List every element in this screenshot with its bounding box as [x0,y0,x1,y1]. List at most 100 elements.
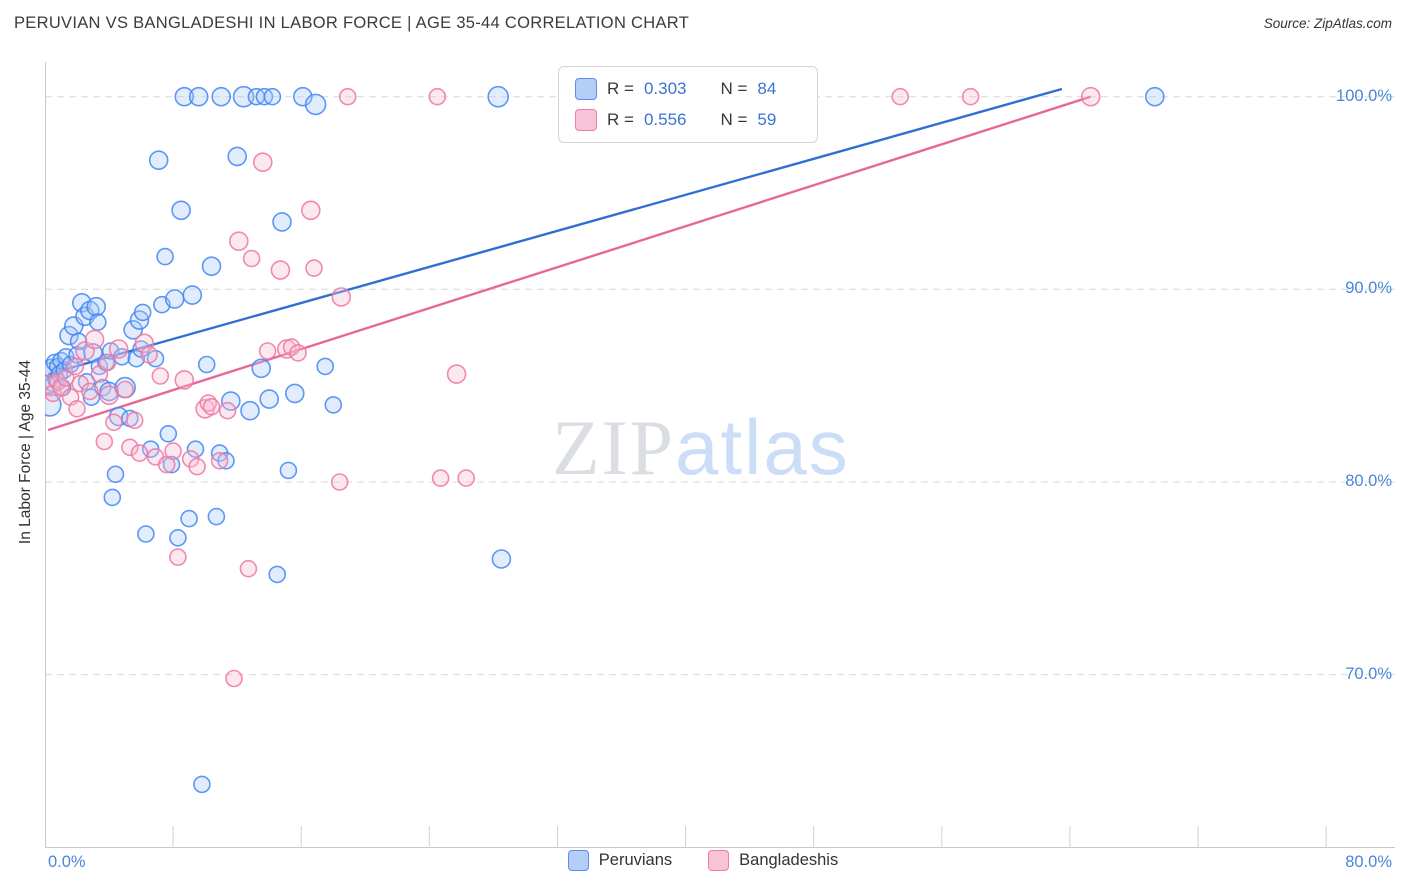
scatter-point-peruvians [182,285,203,305]
scatter-point-bangladeshis [108,339,129,359]
scatter-point-bangladeshis [446,364,467,384]
scatter-point-peruvians [123,319,143,340]
scatter-point-bangladeshis [225,669,243,688]
scatter-point-bangladeshis [84,329,105,350]
x-axis-tick-label-max: 80.0% [1345,853,1392,871]
scatter-point-bangladeshis [270,260,291,280]
scatter-point-peruvians [217,451,235,470]
scatter-point-bangladeshis [258,342,277,360]
scatter-point-bangladeshis [80,382,99,401]
legend-item-label: Peruvians [598,851,673,869]
scatter-point-peruvians [103,488,122,507]
scatter-point-bangladeshis [68,399,86,418]
scatter-point-peruvians [137,525,155,543]
scatter-point-bangladeshis [169,548,187,566]
scatter-point-bangladeshis [134,333,155,354]
scatter-point-peruvians [304,93,327,116]
correlation-legend-box: R = 0.303 N = 84 R = 0.556 N = 59 [558,66,818,143]
scatter-point-bangladeshis [229,231,249,251]
n-label: N = [720,110,748,129]
scatter-point-peruvians [221,391,241,411]
scatter-point-bangladeshis [121,438,139,457]
y-axis-title: In Labor Force | Age 35-44 [17,359,34,545]
scatter-point-bangladeshis [105,413,123,432]
scatter-point-bangladeshis [961,87,980,106]
scatter-point-peruvians [240,400,260,421]
scatter-point-bangladeshis [202,397,221,416]
scatter-point-peruvians [316,357,335,376]
scatter-point-peruvians [193,775,211,794]
scatter-point-peruvians [292,86,313,107]
scatter-point-bangladeshis [1080,86,1101,107]
scatter-point-bangladeshis [95,432,114,451]
scatter-point-peruvians [232,85,255,108]
scatter-point-peruvians [164,289,185,309]
scatter-point-bangladeshis [174,370,195,390]
scatter-point-bangladeshis [330,473,349,491]
scatter-point-peruvians [59,325,79,346]
scatter-point-peruvians [251,358,271,379]
bottom-legend: Peruvians Bangladeshis [0,850,1406,871]
scatter-point-peruvians [148,150,169,170]
n-label: N = [720,79,748,98]
scatter-point-bangladeshis [305,259,323,277]
scatter-point-bangladeshis [300,200,321,221]
n-value: 59 [757,110,777,129]
scatter-point-bangladeshis [116,380,134,399]
scatter-point-peruvians [188,86,209,107]
source-link[interactable]: Source: ZipAtlas.com [1263,16,1392,31]
scatter-point-peruvians [491,549,512,569]
scatter-point-peruvians [169,528,187,547]
scatter-point-peruvians [159,424,178,443]
scatter-point-bangladeshis [242,249,261,268]
scatter-point-peruvians [174,86,195,107]
legend-row-peruvians: R = 0.303 N = 84 [575,78,801,100]
scatter-point-peruvians [86,296,107,317]
scatter-point-peruvians [197,355,216,374]
scatter-point-peruvians [263,87,282,106]
scatter-point-bangladeshis [289,344,307,362]
peruvians-swatch-icon [567,850,589,871]
scatter-point-peruvians [133,303,152,322]
scatter-point-peruvians [268,565,286,584]
scatter-point-bangladeshis [210,451,229,470]
scatter-point-bangladeshis [218,401,237,420]
scatter-point-bangladeshis [151,367,170,385]
legend-item-peruvians[interactable]: Peruvians [567,850,673,871]
scatter-point-bangladeshis [331,287,352,307]
n-value: 84 [757,79,777,98]
scatter-point-bangladeshis [188,457,206,476]
scatter-point-bangladeshis [239,559,258,578]
legend-item-bangladeshis[interactable]: Bangladeshis [708,850,838,871]
scatter-point-bangladeshis [130,444,149,462]
x-axis-tick-label-min: 0.0% [48,853,86,871]
scatter-point-peruvians [171,200,191,221]
scatter-point-bangladeshis [66,357,85,376]
trend-line-bangladeshis [47,95,1092,432]
scatter-point-peruvians [201,256,222,276]
scatter-point-bangladeshis [98,353,117,372]
scatter-point-peruvians [106,465,125,484]
scatter-point-peruvians [156,247,174,266]
scatter-point-bangladeshis [253,152,273,172]
scatter-point-bangladeshis [164,442,182,460]
scatter-point-peruvians [88,313,107,331]
scatter-point-peruvians [487,85,510,108]
scatter-point-bangladeshis [431,469,450,487]
r-label: R = [607,79,634,98]
scatter-point-bangladeshis [99,385,119,406]
scatter-point-peruvians [186,440,205,459]
trend-line-peruvians [47,87,1063,376]
scatter-point-peruvians [180,509,198,528]
page-title: PERUVIAN VS BANGLADESHI IN LABOR FORCE |… [14,14,690,32]
scatter-point-peruvians [285,383,305,404]
scatter-point-bangladeshis [457,469,476,487]
scatter-point-peruvians [324,396,343,414]
scatter-point-bangladeshis [891,87,910,106]
scatter-point-peruvians [207,507,226,526]
legend-row-bangladeshis: R = 0.556 N = 59 [575,109,801,131]
scatter-point-bangladeshis [140,345,158,364]
scatter-point-peruvians [279,461,298,480]
scatter-point-bangladeshis [428,87,447,106]
